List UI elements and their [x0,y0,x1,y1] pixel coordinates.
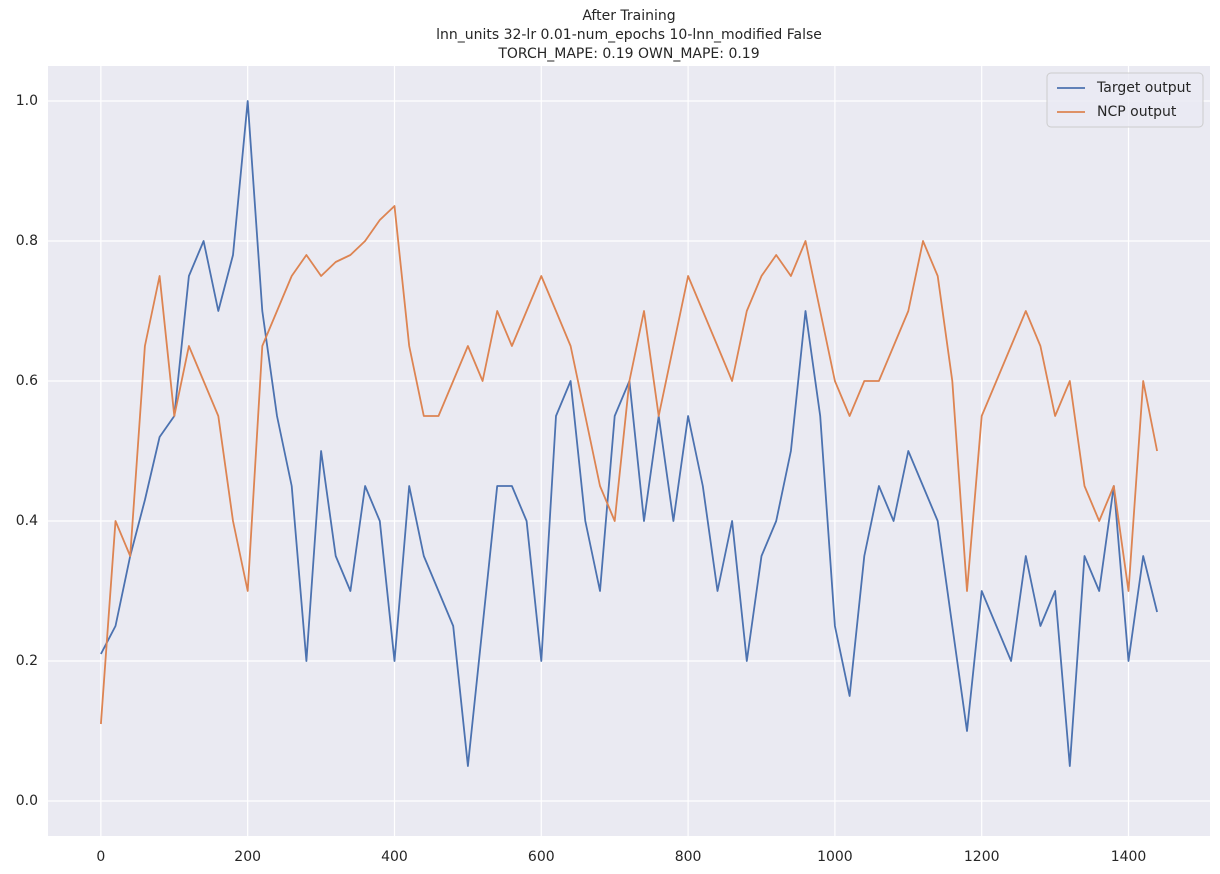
legend-label: Target output [1096,80,1191,96]
x-tick-label: 600 [528,849,555,865]
y-tick-label: 0.0 [16,793,38,809]
y-tick-label: 0.8 [16,233,38,249]
y-tick-label: 1.0 [16,93,38,109]
y-tick-label: 0.6 [16,373,38,389]
legend-label: NCP output [1097,104,1177,120]
x-tick-label: 200 [234,849,261,865]
x-tick-label: 0 [96,849,105,865]
x-tick-label: 1200 [964,849,1000,865]
legend-box [1046,72,1204,128]
x-tick-label: 400 [381,849,408,865]
lines [100,100,1158,767]
y-tick-label: 0.2 [16,653,38,669]
x-tick-label: 1400 [1111,849,1147,865]
series-line [100,205,1158,725]
chart-subtitle: lnn_units 32-lr 0.01-num_epochs 10-lnn_m… [436,27,822,43]
y-tick-label: 0.4 [16,513,38,529]
plot-area [48,66,1210,836]
grid [48,66,1210,836]
legend: Target output NCP output [1046,72,1204,128]
chart-subtitle: TORCH_MAPE: 0.19 OWN_MAPE: 0.19 [497,46,759,62]
x-tick-label: 1000 [817,849,853,865]
x-tick-label: 800 [675,849,702,865]
chart-title: After Training [582,8,675,24]
